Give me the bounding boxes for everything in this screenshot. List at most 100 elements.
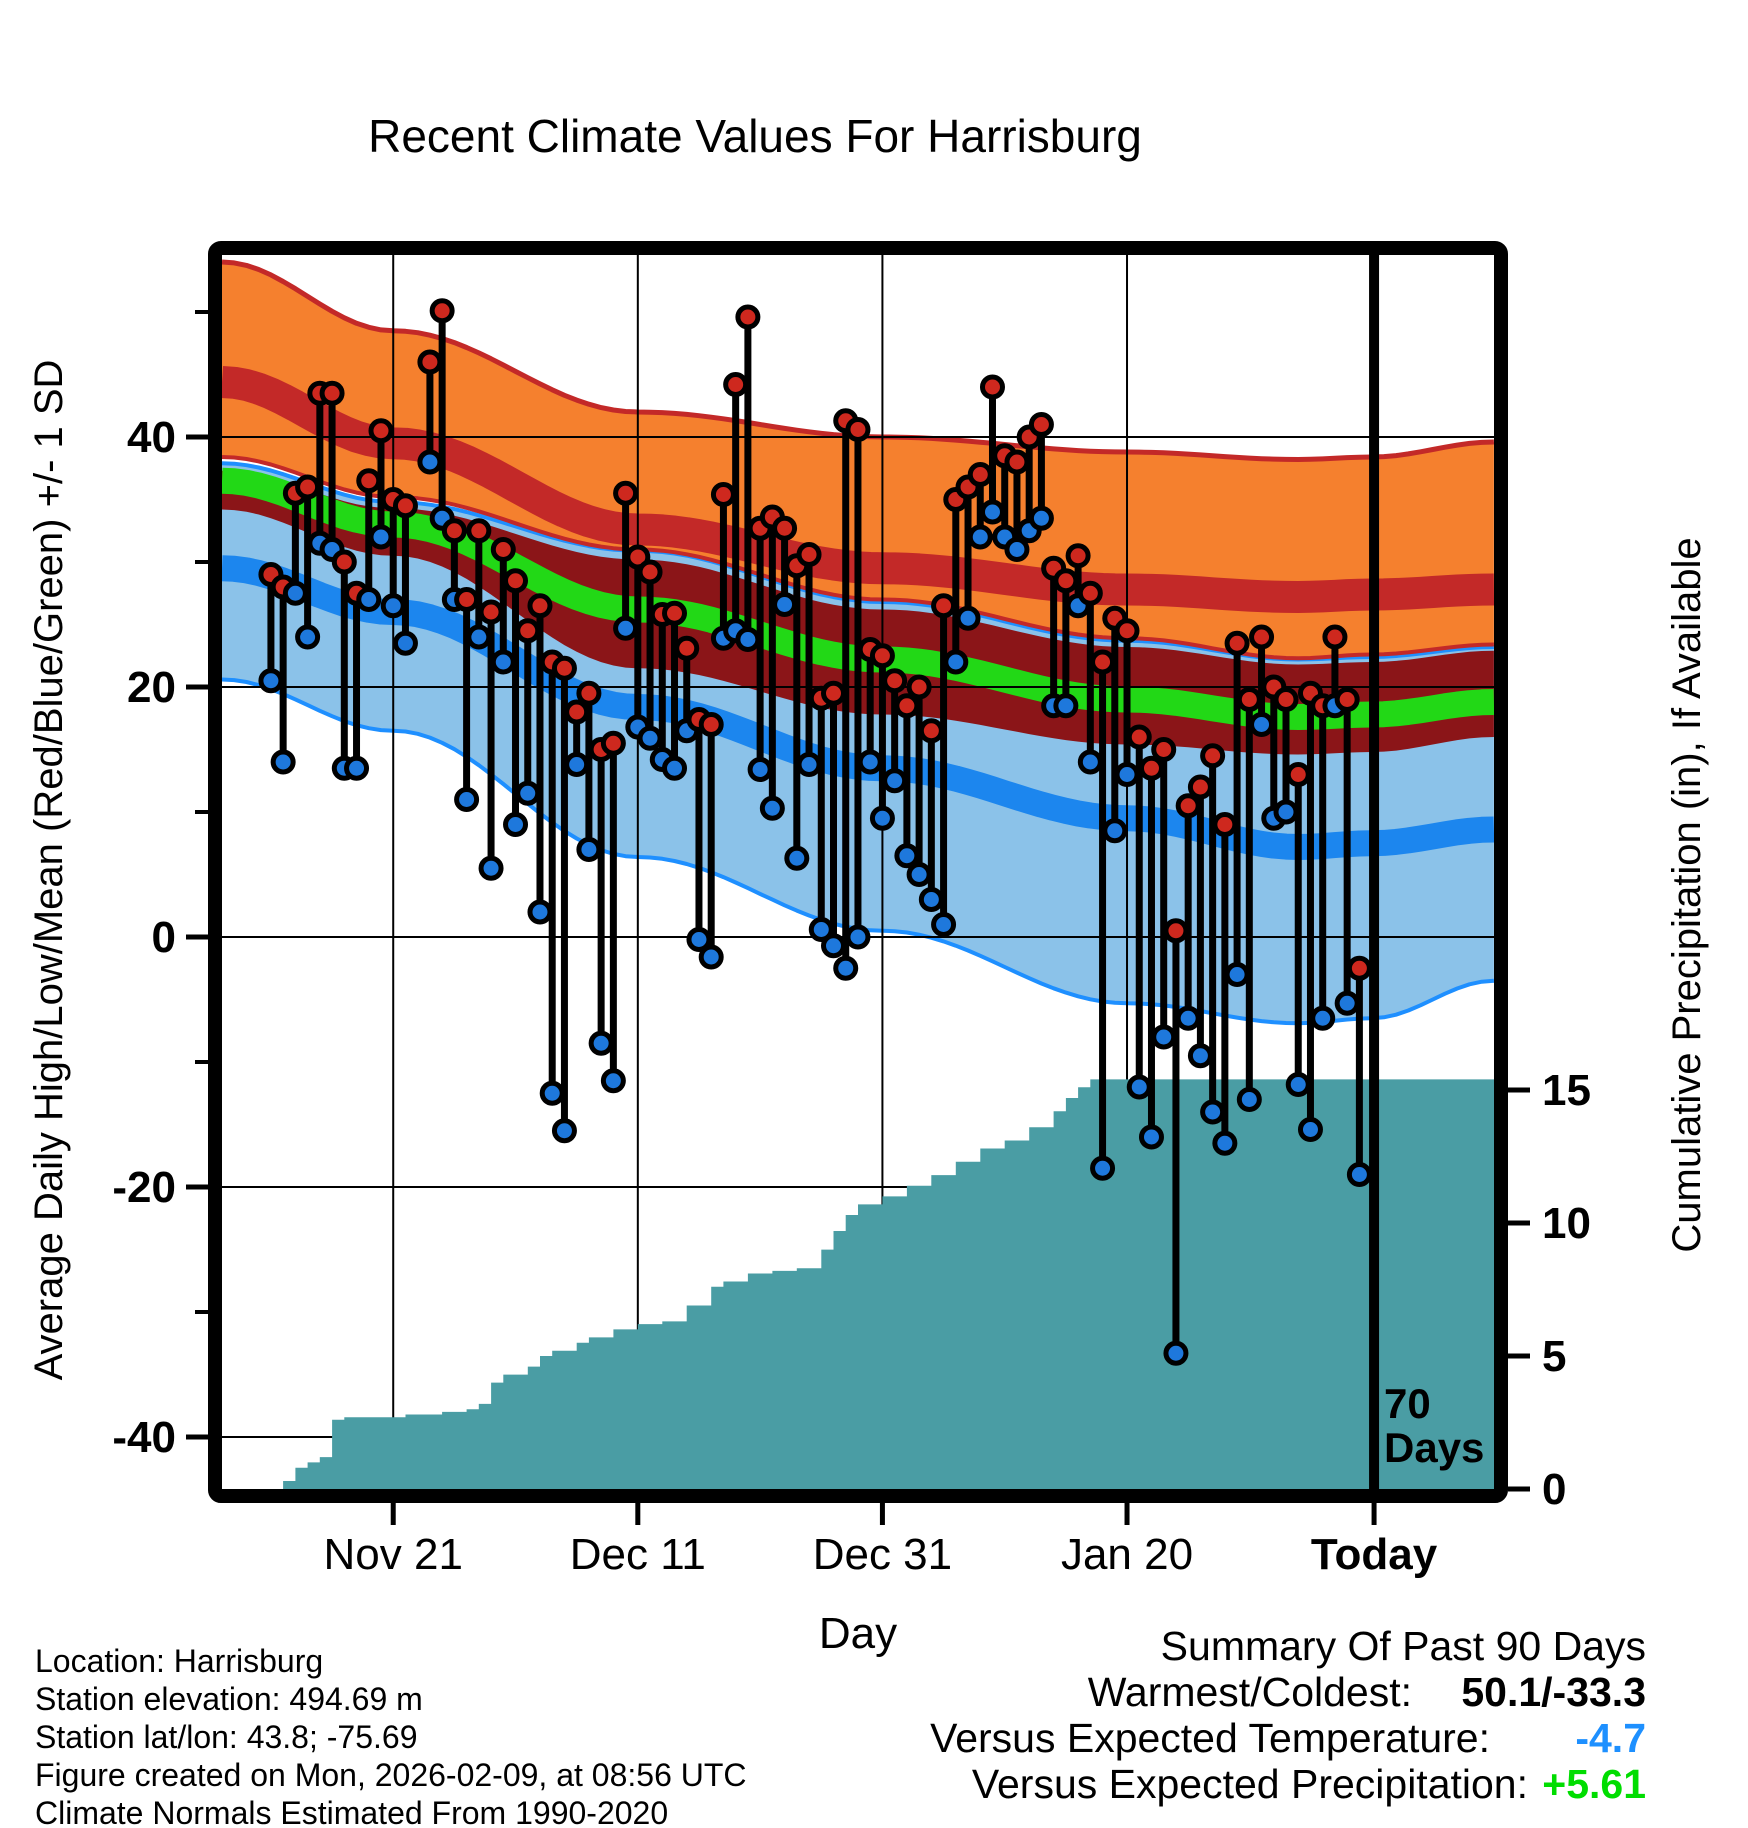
- daily-low-dot: [1053, 693, 1079, 719]
- daily-high-dot: [1004, 449, 1030, 475]
- daily-high-dot: [845, 417, 871, 442]
- daily-low-dot: [478, 855, 504, 881]
- daily-low-dot: [356, 587, 382, 612]
- daily-high-dot: [319, 380, 345, 406]
- daily-stem: [637, 559, 663, 751]
- daily-high-dot: [1236, 687, 1262, 712]
- daily-low-dot: [1163, 1340, 1189, 1366]
- footer-normals: Climate Normals Estimated From 1990-2020: [35, 1795, 668, 1828]
- daily-high-dot: [662, 600, 688, 626]
- daily-low-dot: [1090, 1155, 1116, 1181]
- daily-stem: [1297, 680, 1323, 1142]
- daily-high-dot: [454, 587, 480, 612]
- daily-stem: [392, 493, 418, 656]
- daily-high-dot: [894, 693, 920, 719]
- daily-high-dot: [967, 462, 993, 487]
- daily-high-dot: [821, 680, 846, 706]
- daily-high-dot: [466, 518, 492, 544]
- daily-low-dot: [1126, 1074, 1152, 1100]
- daily-low-dot: [1212, 1130, 1238, 1156]
- daily-high-dot: [515, 618, 541, 644]
- daily-low-dot: [270, 749, 296, 775]
- daily-high-dot: [1151, 737, 1177, 762]
- summary-precip-label: Versus Expected Precipitation:: [972, 1761, 1528, 1807]
- daily-low-dot: [515, 780, 541, 806]
- y-tick-label-left: -20: [112, 1163, 176, 1212]
- daily-high-dot: [931, 593, 957, 619]
- daily-high-dot: [429, 298, 455, 324]
- daily-low-dot: [1310, 1005, 1336, 1031]
- chart-title: Recent Climate Values For Harrisburg: [368, 110, 1142, 162]
- daily-high-dot: [551, 655, 577, 681]
- daily-stem: [918, 718, 944, 912]
- daily-high-dot: [1053, 568, 1079, 594]
- daily-stem: [1102, 605, 1128, 844]
- daily-stem: [429, 298, 455, 531]
- daily-low-dot: [637, 725, 663, 751]
- daily-high-dot: [918, 718, 944, 744]
- daily-low-dot: [380, 593, 406, 619]
- y-axis-label-left: Average Daily High/Low/Mean (Red/Blue/Gr…: [27, 360, 71, 1381]
- daily-high-dot: [906, 674, 932, 700]
- daily-low-dot: [1175, 1005, 1201, 1031]
- daily-high-dot: [796, 542, 822, 567]
- daily-low-dot: [588, 1030, 614, 1056]
- daily-high-dot: [564, 699, 590, 725]
- summary-temp-value: -4.7: [1575, 1715, 1646, 1761]
- daily-high-dot: [869, 643, 895, 669]
- daily-stem: [1163, 918, 1189, 1366]
- daily-low-dot: [967, 524, 993, 550]
- daily-low-dot: [747, 757, 773, 782]
- axis-ticks-layer: [186, 310, 1530, 1525]
- plot-border: [208, 241, 1508, 1503]
- daily-high-dot: [295, 474, 321, 500]
- daily-stem: [564, 699, 590, 777]
- footer-latlon: Station lat/lon: 43.8; -75.69: [35, 1719, 417, 1755]
- x-axis-label: Day: [819, 1609, 897, 1658]
- daily-low-dot: [1187, 1043, 1213, 1069]
- daily-stem: [1212, 812, 1238, 1156]
- daily-stem: [478, 599, 504, 881]
- daily-high-dot: [392, 493, 418, 519]
- daily-low-dot: [906, 862, 932, 887]
- daily-high-dot: [1114, 618, 1140, 644]
- summary-warmest-value: 50.1/-33.3: [1461, 1669, 1646, 1715]
- daily-high-dot: [735, 304, 761, 330]
- axis-tick-labels-layer: 40 20 0 -20 -40 15 10 5 0 Nov 21 Dec 11 Dec 31 Jan 2…: [112, 413, 1591, 1579]
- footer-created: Figure created on Mon, 2026-02-09, at 08…: [35, 1757, 747, 1793]
- daily-low-dot: [613, 615, 639, 641]
- daily-stem: [625, 544, 651, 740]
- daily-high-dot: [1090, 649, 1116, 675]
- daily-high-dot: [417, 349, 443, 375]
- cumulative-precip-area: [277, 1079, 1494, 1489]
- daily-low-dot: [955, 605, 981, 631]
- daily-high-dot: [1138, 755, 1164, 781]
- daily-high-dot: [1285, 762, 1311, 787]
- plot-frame-layer: [208, 241, 1508, 1503]
- daily-high-dot: [1126, 724, 1152, 750]
- daily-high-dot: [1028, 412, 1054, 437]
- daily-stem: [833, 408, 859, 981]
- daily-high-dot: [772, 515, 798, 541]
- daily-stem: [600, 730, 626, 1094]
- daily-low-dot: [576, 837, 602, 862]
- daily-low-dot: [295, 624, 321, 650]
- summary-temp-label: Versus Expected Temperature:: [930, 1715, 1490, 1761]
- daily-low-dot: [539, 1080, 565, 1106]
- daily-stem: [344, 580, 370, 781]
- daily-high-dot: [1273, 687, 1299, 712]
- daily-stem: [551, 655, 577, 1144]
- daily-low-dot: [796, 752, 822, 777]
- daily-low-dot: [1236, 1087, 1262, 1112]
- daily-stem: [1346, 955, 1372, 1187]
- daily-low-dot: [1151, 1024, 1177, 1050]
- daily-high-dot: [1065, 543, 1091, 569]
- daily-low-dot: [258, 668, 284, 694]
- daily-stem: [723, 372, 749, 644]
- daily-low-dot: [931, 912, 957, 937]
- daily-low-dot: [845, 924, 871, 950]
- daily-high-dot: [1346, 955, 1372, 981]
- daily-high-dot: [478, 599, 504, 625]
- y-tick-label-left: 40: [127, 413, 176, 462]
